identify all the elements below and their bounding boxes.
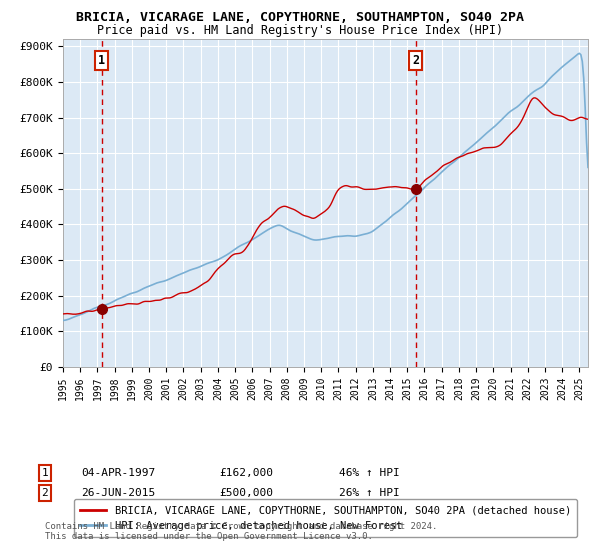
- Text: Contains HM Land Registry data © Crown copyright and database right 2024.
This d: Contains HM Land Registry data © Crown c…: [45, 522, 437, 542]
- Text: 2: 2: [412, 54, 419, 67]
- Text: 26% ↑ HPI: 26% ↑ HPI: [339, 488, 400, 498]
- Text: £162,000: £162,000: [219, 468, 273, 478]
- Text: BRICIA, VICARAGE LANE, COPYTHORNE, SOUTHAMPTON, SO40 2PA: BRICIA, VICARAGE LANE, COPYTHORNE, SOUTH…: [76, 11, 524, 24]
- Text: 1: 1: [98, 54, 106, 67]
- Legend: BRICIA, VICARAGE LANE, COPYTHORNE, SOUTHAMPTON, SO40 2PA (detached house), HPI: : BRICIA, VICARAGE LANE, COPYTHORNE, SOUTH…: [74, 499, 577, 537]
- Text: 46% ↑ HPI: 46% ↑ HPI: [339, 468, 400, 478]
- Text: 2: 2: [41, 488, 49, 498]
- Text: Price paid vs. HM Land Registry's House Price Index (HPI): Price paid vs. HM Land Registry's House …: [97, 24, 503, 36]
- Text: 1: 1: [41, 468, 49, 478]
- Text: £500,000: £500,000: [219, 488, 273, 498]
- Text: 26-JUN-2015: 26-JUN-2015: [81, 488, 155, 498]
- Text: 04-APR-1997: 04-APR-1997: [81, 468, 155, 478]
